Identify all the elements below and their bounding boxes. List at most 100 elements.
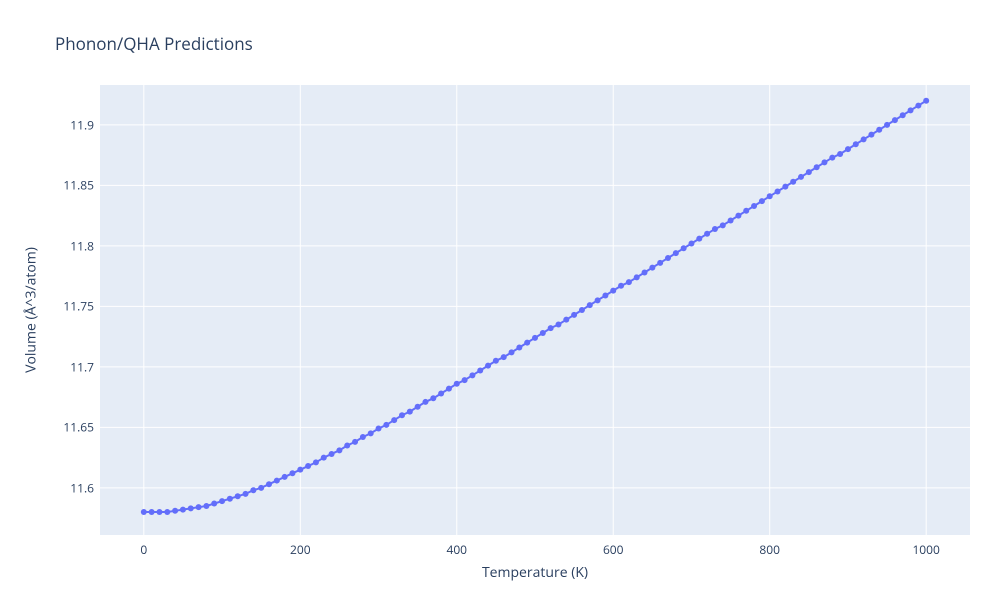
data-marker[interactable] (344, 442, 350, 448)
data-marker[interactable] (861, 136, 867, 142)
data-marker[interactable] (352, 439, 358, 445)
data-marker[interactable] (681, 245, 687, 251)
data-marker[interactable] (391, 417, 397, 423)
data-marker[interactable] (868, 132, 874, 138)
data-marker[interactable] (837, 151, 843, 157)
data-marker[interactable] (720, 222, 726, 228)
data-marker[interactable] (156, 509, 162, 515)
data-marker[interactable] (289, 470, 295, 476)
data-marker[interactable] (329, 451, 335, 457)
data-marker[interactable] (751, 203, 757, 209)
data-marker[interactable] (305, 463, 311, 469)
data-marker[interactable] (203, 503, 209, 509)
data-marker[interactable] (149, 509, 155, 515)
data-marker[interactable] (618, 283, 624, 289)
data-marker[interactable] (704, 231, 710, 237)
data-marker[interactable] (634, 274, 640, 280)
data-marker[interactable] (313, 459, 319, 465)
data-marker[interactable] (821, 159, 827, 165)
data-marker[interactable] (923, 98, 929, 104)
data-marker[interactable] (172, 508, 178, 514)
data-marker[interactable] (227, 496, 233, 502)
data-marker[interactable] (399, 412, 405, 418)
data-marker[interactable] (892, 117, 898, 123)
data-marker[interactable] (493, 358, 499, 364)
data-marker[interactable] (469, 372, 475, 378)
data-marker[interactable] (798, 174, 804, 180)
data-marker[interactable] (814, 164, 820, 170)
data-marker[interactable] (180, 507, 186, 513)
data-marker[interactable] (790, 179, 796, 185)
data-marker[interactable] (610, 288, 616, 294)
data-marker[interactable] (258, 485, 264, 491)
data-marker[interactable] (454, 381, 460, 387)
data-marker[interactable] (188, 505, 194, 511)
data-marker[interactable] (548, 325, 554, 331)
data-marker[interactable] (602, 292, 608, 298)
data-marker[interactable] (571, 312, 577, 318)
data-marker[interactable] (516, 345, 522, 351)
data-marker[interactable] (243, 491, 249, 497)
data-marker[interactable] (563, 317, 569, 323)
data-marker[interactable] (829, 155, 835, 161)
data-marker[interactable] (735, 213, 741, 219)
data-marker[interactable] (555, 322, 561, 328)
data-marker[interactable] (321, 455, 327, 461)
data-marker[interactable] (422, 399, 428, 405)
data-marker[interactable] (141, 509, 147, 515)
data-marker[interactable] (274, 478, 280, 484)
data-marker[interactable] (407, 409, 413, 415)
data-marker[interactable] (673, 250, 679, 256)
data-marker[interactable] (915, 103, 921, 109)
data-marker[interactable] (501, 354, 507, 360)
data-marker[interactable] (446, 386, 452, 392)
data-marker[interactable] (579, 307, 585, 313)
data-marker[interactable] (743, 208, 749, 214)
data-marker[interactable] (485, 363, 491, 369)
data-marker[interactable] (775, 188, 781, 194)
data-marker[interactable] (806, 169, 812, 175)
data-marker[interactable] (642, 270, 648, 276)
data-marker[interactable] (532, 335, 538, 341)
data-marker[interactable] (509, 349, 515, 355)
data-marker[interactable] (665, 255, 671, 261)
data-marker[interactable] (845, 146, 851, 152)
data-marker[interactable] (462, 377, 468, 383)
data-marker[interactable] (649, 265, 655, 271)
data-marker[interactable] (876, 127, 882, 133)
data-marker[interactable] (688, 240, 694, 246)
data-marker[interactable] (759, 198, 765, 204)
data-marker[interactable] (297, 467, 303, 473)
data-marker[interactable] (540, 330, 546, 336)
data-marker[interactable] (908, 107, 914, 113)
data-marker[interactable] (438, 390, 444, 396)
data-marker[interactable] (376, 426, 382, 432)
data-marker[interactable] (282, 474, 288, 480)
data-marker[interactable] (430, 395, 436, 401)
data-marker[interactable] (696, 236, 702, 242)
data-marker[interactable] (164, 509, 170, 515)
data-marker[interactable] (626, 279, 632, 285)
data-marker[interactable] (900, 112, 906, 118)
data-marker[interactable] (782, 184, 788, 190)
data-marker[interactable] (524, 340, 530, 346)
data-marker[interactable] (219, 498, 225, 504)
data-marker[interactable] (266, 481, 272, 487)
data-marker[interactable] (477, 367, 483, 373)
data-marker[interactable] (728, 217, 734, 223)
data-marker[interactable] (250, 487, 256, 493)
data-marker[interactable] (211, 501, 217, 507)
data-marker[interactable] (712, 226, 718, 232)
data-marker[interactable] (368, 430, 374, 436)
data-marker[interactable] (383, 422, 389, 428)
data-marker[interactable] (587, 302, 593, 308)
data-marker[interactable] (884, 122, 890, 128)
data-marker[interactable] (196, 504, 202, 510)
data-marker[interactable] (657, 260, 663, 266)
data-marker[interactable] (595, 297, 601, 303)
data-marker[interactable] (336, 447, 342, 453)
data-marker[interactable] (235, 493, 241, 499)
data-marker[interactable] (767, 193, 773, 199)
data-marker[interactable] (853, 141, 859, 147)
data-marker[interactable] (415, 404, 421, 410)
